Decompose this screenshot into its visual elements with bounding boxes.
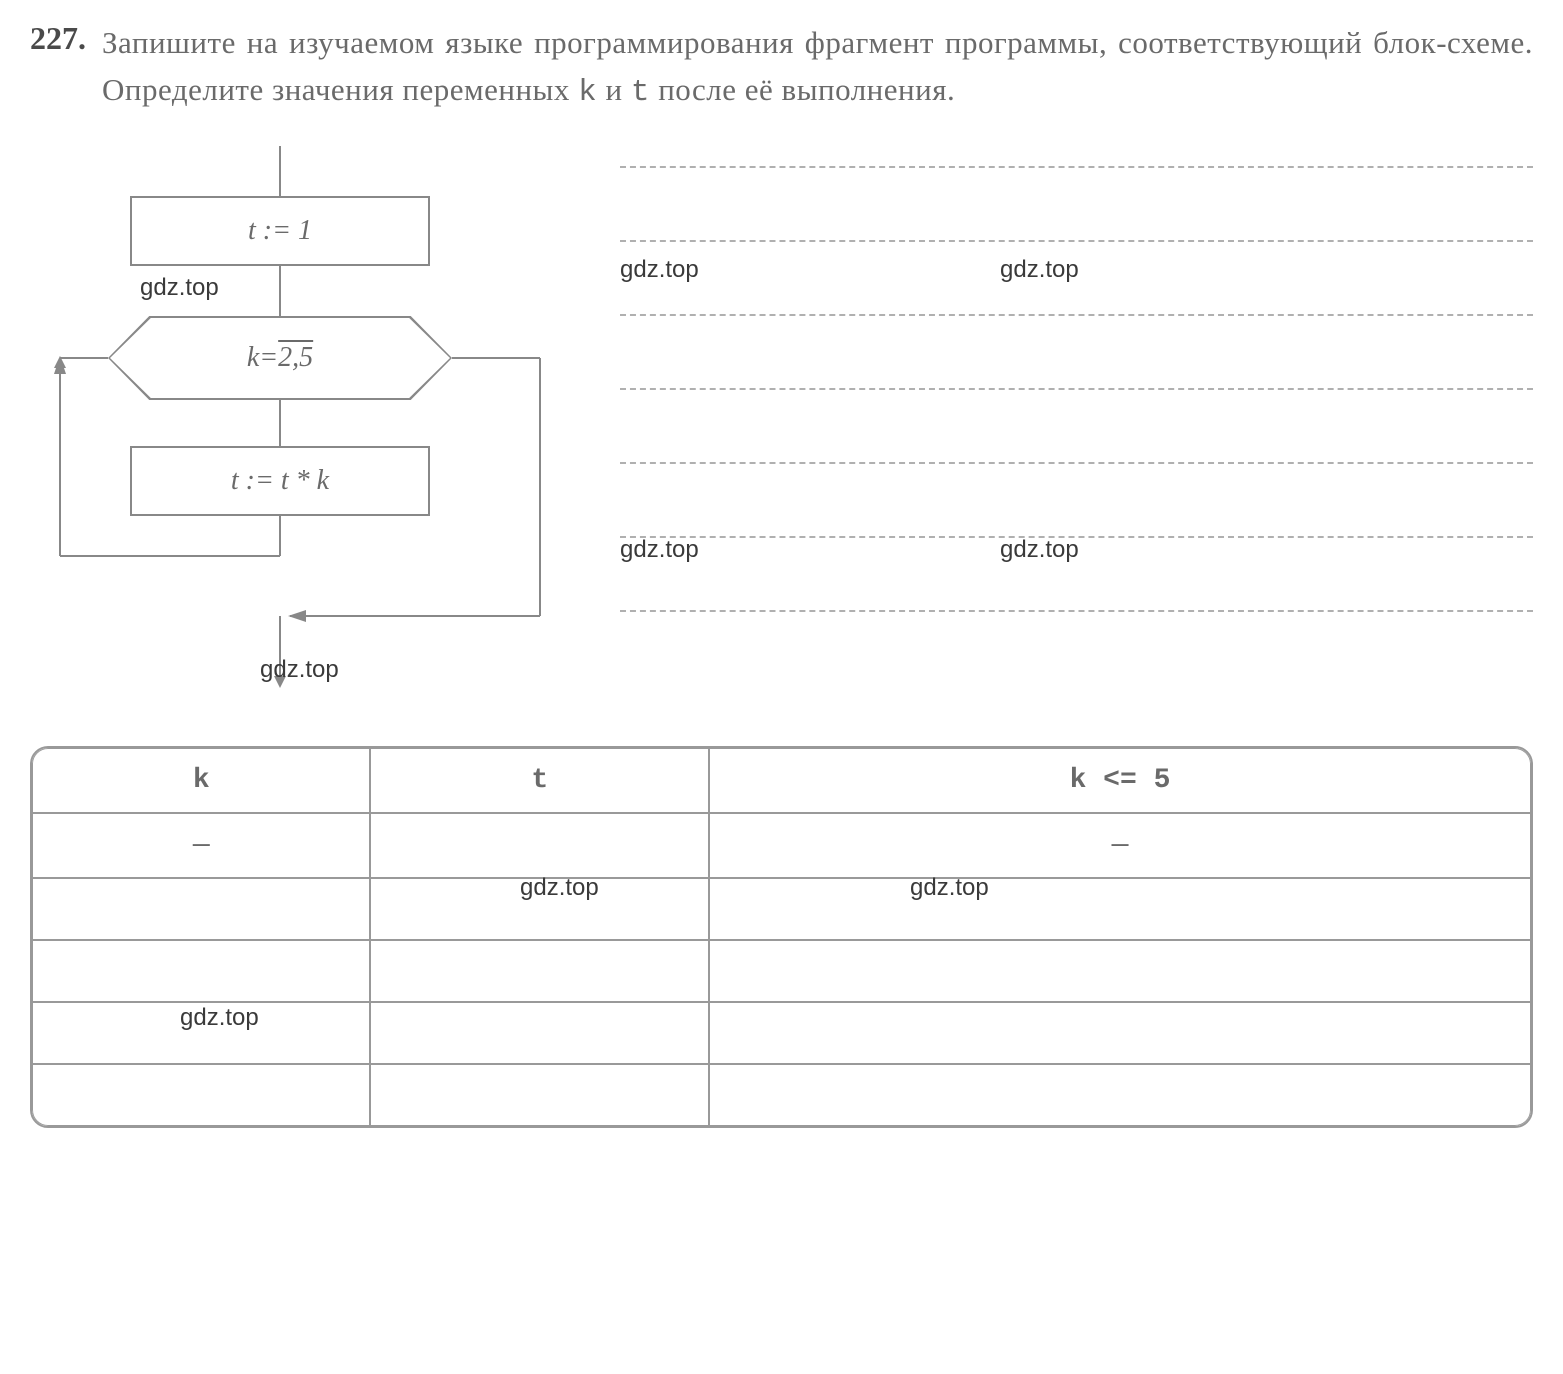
table-cell (370, 878, 708, 940)
table-cell (709, 878, 1531, 940)
flow-box-body: t := t * k (130, 446, 430, 516)
table-cell (370, 1002, 708, 1064)
trace-table: k t k <= 5 — — (30, 746, 1533, 1128)
content-row: t := 1 k = 2,5 t := t * k gdz.top gdz.to… (30, 146, 1533, 706)
watermark: gdz.top (140, 274, 219, 302)
table-cell (709, 1064, 1531, 1126)
table-wrapper: k t k <= 5 — — gdz.top (30, 746, 1533, 1128)
watermark: gdz.top (260, 656, 339, 684)
table-cell (32, 1002, 370, 1064)
table-row: — — (32, 813, 1531, 878)
flow-box-init-text: t := 1 (248, 215, 312, 247)
table-cell (370, 940, 708, 1002)
problem-text-and: и (597, 72, 631, 107)
hex-range: 2,5 (278, 342, 313, 374)
table-header-cond: k <= 5 (709, 748, 1531, 813)
table-cell (32, 1064, 370, 1126)
answer-line (620, 166, 1533, 168)
problem-number: 227. (30, 20, 86, 57)
table-row (32, 1002, 1531, 1064)
table-cell: — (32, 813, 370, 878)
answer-area: gdz.top gdz.top gdz.top gdz.top (620, 146, 1533, 706)
flow-hexagon-outer: k = 2,5 (108, 316, 452, 400)
table-cell (370, 1064, 708, 1126)
problem-text-part2: после её выполнения. (650, 72, 955, 107)
watermark: gdz.top (1000, 536, 1079, 564)
problem-text: Запишите на изучаемом языке программиров… (102, 20, 1533, 116)
table-header-k: k (32, 748, 370, 813)
table-cell (370, 813, 708, 878)
answer-line (620, 314, 1533, 316)
table-row (32, 878, 1531, 940)
hex-var: k (247, 342, 259, 374)
hex-eq: = (259, 342, 278, 374)
table-header-t: t (370, 748, 708, 813)
answer-line (620, 610, 1533, 612)
table-cell (709, 940, 1531, 1002)
answer-line (620, 240, 1533, 242)
var-k: k (578, 75, 597, 110)
table-row (32, 940, 1531, 1002)
var-t: t (631, 75, 650, 110)
table-header-row: k t k <= 5 (32, 748, 1531, 813)
table-cell (32, 940, 370, 1002)
watermark: gdz.top (1000, 256, 1079, 284)
answer-line (620, 536, 1533, 538)
table-row (32, 1064, 1531, 1126)
table-cell (709, 1002, 1531, 1064)
answer-line (620, 462, 1533, 464)
table-cell: — (709, 813, 1531, 878)
flow-hexagon: k = 2,5 (110, 318, 450, 398)
watermark: gdz.top (620, 536, 699, 564)
problem-header: 227. Запишите на изучаемом языке програм… (30, 20, 1533, 116)
flow-box-body-text: t := t * k (231, 465, 329, 497)
table-cell (32, 878, 370, 940)
flow-box-init: t := 1 (130, 196, 430, 266)
answer-line (620, 388, 1533, 390)
flowchart: t := 1 k = 2,5 t := t * k gdz.top gdz.to… (30, 146, 560, 706)
watermark: gdz.top (620, 256, 699, 284)
